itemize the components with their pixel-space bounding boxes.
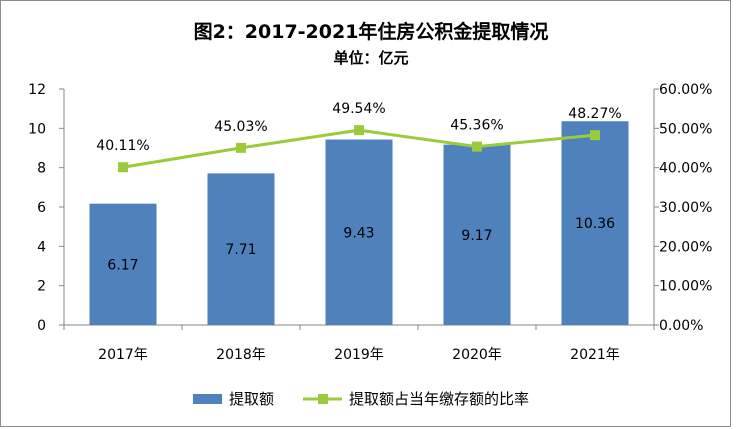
- right-tick-label: 30.00%: [659, 200, 712, 216]
- ratio-marker[interactable]: [590, 130, 600, 141]
- bar-series: 6.17 7.71 9.43 9.17 10.36: [89, 121, 629, 326]
- bar[interactable]: [561, 121, 629, 326]
- left-tick-label: 6: [37, 200, 46, 216]
- right-tick-label: 50.00%: [659, 121, 712, 137]
- ratio-value-label: 48.27%: [568, 106, 621, 122]
- right-tick-label: 60.00%: [659, 82, 712, 98]
- ratio-value-label: 40.11%: [96, 138, 149, 154]
- left-tick-label: 2: [37, 279, 46, 295]
- ratio-marker[interactable]: [354, 125, 364, 136]
- chart-title: 图2：2017-2021年住房公积金提取情况: [194, 20, 549, 43]
- left-tick-label: 10: [28, 121, 46, 137]
- bar[interactable]: [89, 203, 157, 325]
- x-tick-label: 2020年: [452, 347, 502, 363]
- right-tick-label: 40.00%: [659, 161, 712, 177]
- legend-bar-swatch: [193, 394, 222, 404]
- right-tick-label: 10.00%: [659, 279, 712, 295]
- ratio-value-label: 45.36%: [450, 118, 503, 134]
- ratio-marker[interactable]: [472, 141, 482, 152]
- ratio-value-label: 45.03%: [214, 119, 267, 135]
- axes: 0 2 4 6 8 10 12 0.00% 10.00% 20.00% 30.00% 40.00% 50…: [28, 82, 712, 363]
- bar-value-label: 7.71: [225, 242, 256, 258]
- legend: 提取额 提取额占当年缴存额的比率: [193, 390, 529, 408]
- x-tick-label: 2018年: [216, 347, 266, 363]
- right-tick-label: 0.00%: [659, 318, 703, 334]
- chart-subtitle: 单位：亿元: [333, 49, 408, 67]
- left-tick-label: 4: [37, 239, 46, 255]
- right-tick-label: 20.00%: [659, 239, 712, 255]
- left-tick-label: 8: [37, 161, 46, 177]
- ratio-marker[interactable]: [236, 142, 246, 153]
- x-tick-label: 2017年: [98, 347, 148, 363]
- x-tick-label: 2021年: [570, 347, 620, 363]
- legend-bar-label: 提取额: [229, 390, 274, 408]
- left-tick-label: 0: [37, 318, 46, 334]
- bar-value-label: 6.17: [107, 257, 138, 273]
- bar[interactable]: [443, 144, 511, 325]
- ratio-marker[interactable]: [118, 162, 128, 173]
- line-series: 40.11% 45.03% 49.54% 45.36% 48.27%: [96, 101, 622, 173]
- bar[interactable]: [207, 173, 275, 325]
- bar-value-label: 9.17: [461, 228, 492, 244]
- bar-value-label: 9.43: [343, 225, 374, 241]
- ratio-value-label: 49.54%: [332, 101, 385, 117]
- legend-line-marker: [318, 394, 328, 404]
- legend-line-label: 提取额占当年缴存额的比率: [349, 390, 529, 408]
- left-tick-label: 12: [28, 82, 46, 98]
- x-tick-label: 2019年: [334, 347, 384, 363]
- bar[interactable]: [325, 139, 393, 325]
- bar-value-label: 10.36: [575, 216, 615, 232]
